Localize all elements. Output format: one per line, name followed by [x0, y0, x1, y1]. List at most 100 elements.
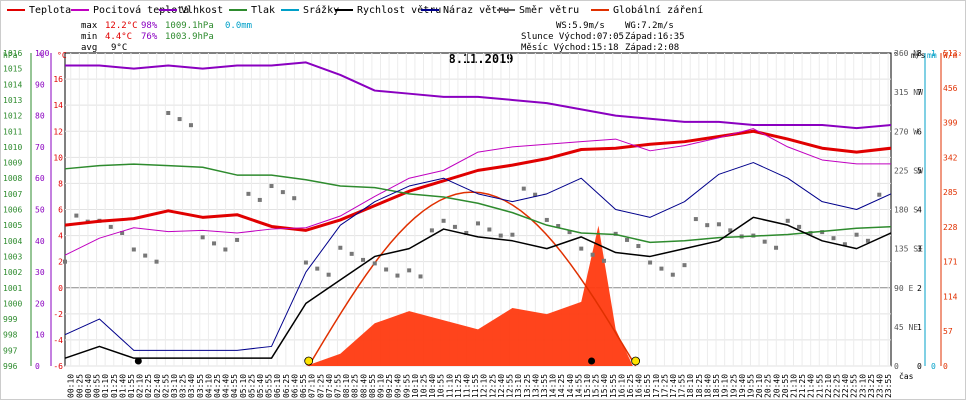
x-tick-label: 13:25: [523, 374, 532, 398]
wind-dir-point: [384, 267, 389, 272]
wind-dir-point: [166, 110, 171, 115]
wind-dir-point: [143, 253, 148, 258]
wind-dir-point: [521, 186, 526, 191]
c-axis-label: °C: [57, 51, 67, 60]
x-tick-label: 04:40: [222, 374, 231, 398]
c-tick: 8: [58, 179, 63, 188]
legend-label: Pocitová teplota: [93, 4, 189, 16]
legend-label: Globální záření: [613, 4, 703, 16]
mm-tick: 0: [931, 362, 936, 371]
x-tick-label: 19:55: [746, 374, 755, 398]
wind-dir-point: [498, 233, 503, 238]
dir-tick: 225 SW: [894, 166, 923, 175]
x-tick-label: 09:25: [385, 374, 394, 398]
pct-tick: 30: [35, 268, 45, 277]
hpa-tick: 1010: [3, 143, 22, 152]
pct-axis-label: %: [39, 51, 44, 60]
wind-dir-point: [705, 223, 710, 228]
wind-dir-point: [441, 218, 446, 223]
x-tick-label: 14:55: [574, 374, 583, 398]
stat-min-hum: 76%: [141, 32, 158, 42]
x-tick-label: 02:10: [136, 374, 145, 398]
x-tick-label: 17:10: [652, 374, 661, 398]
x-tick-label: 03:10: [170, 374, 179, 398]
stat-min-press: 1003.9hPa: [165, 32, 214, 42]
x-tick-label: 02:40: [153, 374, 162, 398]
hpa-tick: 998: [3, 331, 18, 340]
x-tick-label: 03:55: [196, 374, 205, 398]
wind-dir-point: [177, 117, 182, 122]
x-tick-label: 02:55: [161, 374, 170, 398]
wind-dir-point: [762, 239, 767, 244]
wind-dir-point: [407, 268, 412, 273]
hpa-tick: 999: [3, 315, 18, 324]
x-tick-label: 07:10: [308, 374, 317, 398]
stat-label: avg: [81, 43, 97, 53]
x-tick-label: 12:40: [497, 374, 506, 398]
series-line: [64, 129, 892, 232]
dir-tick: 45 NE: [894, 323, 918, 332]
dir-tick: 315 NW: [894, 88, 923, 97]
hpa-axis-label: hPa: [3, 51, 18, 60]
x-tick-label: 06:25: [282, 374, 291, 398]
wind-dir-point: [865, 238, 870, 243]
x-tick-label: 10:10: [411, 374, 420, 398]
wind-dir-point: [246, 191, 251, 196]
x-tick-label: 17:25: [660, 374, 669, 398]
c-tick: 6: [58, 206, 63, 215]
wind-dir-point: [682, 263, 687, 268]
wind-dir-point: [395, 273, 400, 278]
dir-tick: 90 E: [894, 284, 913, 293]
pct-tick: 10: [35, 331, 45, 340]
wind-dir-point: [831, 236, 836, 241]
wind-dir-point: [487, 227, 492, 232]
legend-label: Náraz větru: [443, 4, 509, 16]
wm-tick: 285: [943, 188, 958, 197]
x-tick-label: 22:10: [824, 374, 833, 398]
wind-dir-point: [877, 192, 882, 197]
ms-tick: 3: [917, 245, 922, 254]
dir-tick: 360 N: [894, 49, 918, 58]
hpa-tick: 1005: [3, 221, 22, 230]
wm-tick: 399: [943, 119, 958, 128]
chart-title: 8.11.2019: [448, 52, 513, 66]
wind-dir-point: [693, 217, 698, 222]
sunset-marker: [631, 356, 641, 366]
x-tick-label: 09:10: [376, 374, 385, 398]
wm-tick: 171: [943, 258, 958, 267]
wm-axis-label: W/m²: [943, 51, 962, 60]
hpa-tick: 1002: [3, 268, 22, 277]
c-tick: 12: [53, 127, 63, 136]
wind-dir-point: [716, 222, 721, 227]
ms-tick: 6: [917, 127, 922, 136]
x-tick-label: 07:25: [316, 374, 325, 398]
wind-dir-point: [315, 266, 320, 271]
wind-dir-point: [567, 230, 572, 235]
x-tick-label: 11:55: [471, 374, 480, 398]
wind-dir-point: [235, 237, 240, 242]
x-tick-label: 06:55: [299, 374, 308, 398]
hpa-tick: 1012: [3, 112, 22, 121]
x-tick-label: 15:25: [592, 374, 601, 398]
series-line: [64, 128, 891, 256]
wm-tick: 114: [943, 292, 958, 301]
stat-label: min: [81, 32, 97, 42]
x-tick-label: 00:25: [75, 374, 84, 398]
x-tick-label: 06:10: [273, 374, 282, 398]
wind-dir-point: [188, 123, 193, 128]
wind-dir-point: [774, 245, 779, 250]
wind-dir-point: [418, 274, 423, 279]
pct-tick: 0: [35, 362, 40, 371]
x-tick-label: 19:10: [721, 374, 730, 398]
wind-dir-point: [579, 246, 584, 251]
stat-max-temp: 12.2°C: [105, 21, 138, 31]
x-tick-label: 19:25: [729, 374, 738, 398]
info-wg: WG:7.2m/s: [625, 21, 674, 31]
ms-tick: 7: [917, 88, 922, 97]
x-tick-label: 05:55: [265, 374, 274, 398]
hpa-tick: 1008: [3, 174, 22, 183]
legend-label: Srážky: [303, 4, 339, 16]
x-tick-label: 04:10: [204, 374, 213, 398]
mm-tick: 1: [931, 49, 936, 58]
x-tick-label: 12:10: [480, 374, 489, 398]
